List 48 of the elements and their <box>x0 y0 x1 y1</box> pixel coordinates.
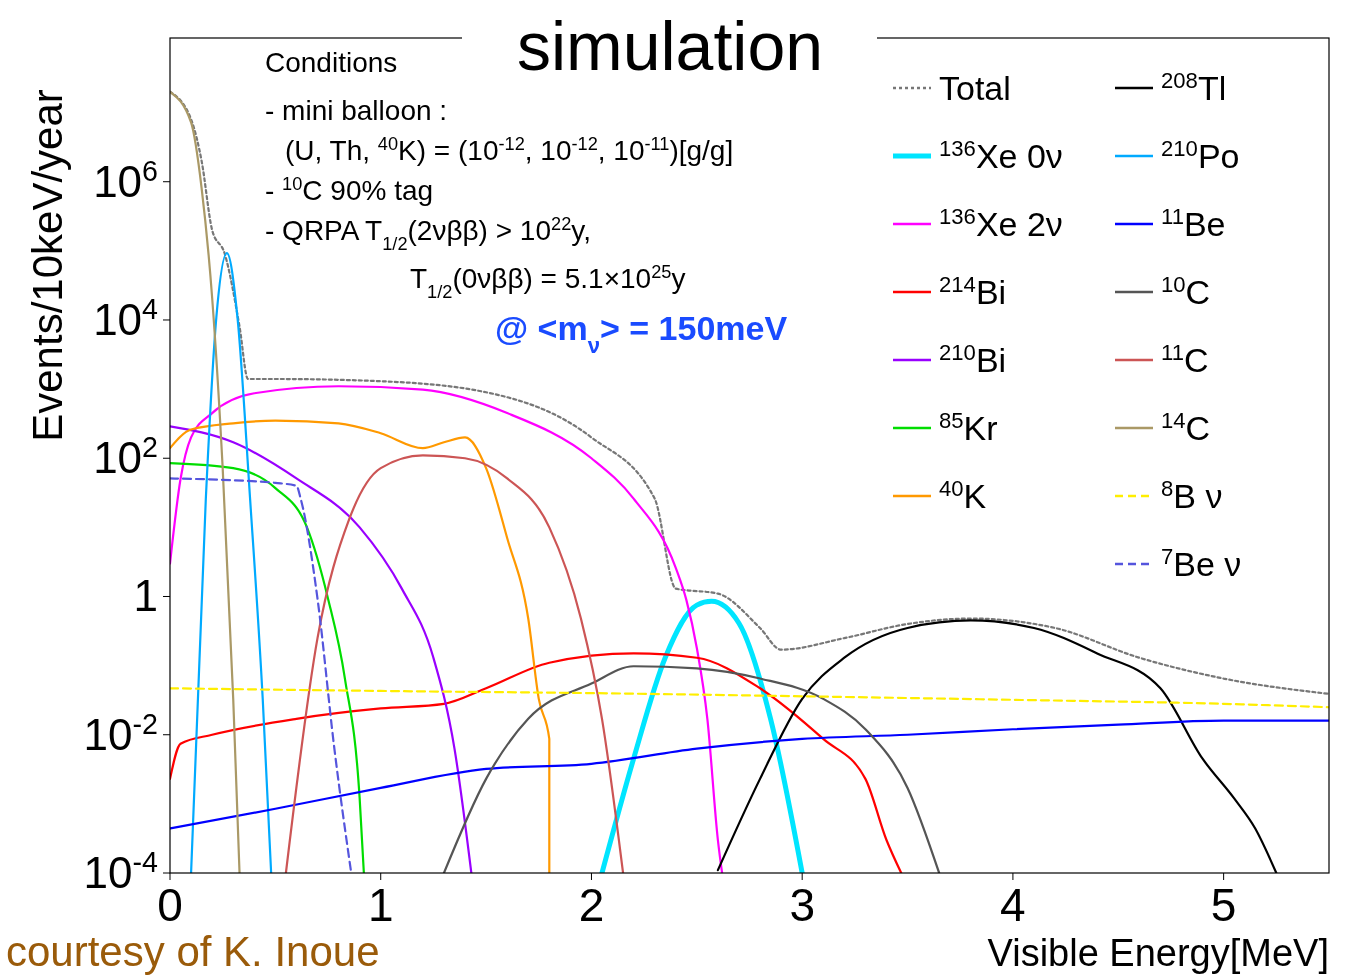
x-tick-label: 3 <box>789 879 815 931</box>
line-series <box>170 419 551 873</box>
legend-label: $^{208}$Tl <box>1161 67 1227 107</box>
y-axis-title: Events/10keV/year <box>24 89 71 442</box>
x-tick-label: 0 <box>157 879 183 931</box>
legend-label: $^{40}$K <box>939 475 987 515</box>
annotation: T$_{1/2}$(0νββ) = 5.1×10$^{25}$y <box>410 262 686 302</box>
legend-label: $^{136}$Xe 2ν <box>939 203 1063 243</box>
y-tick-label: 10$^{6}$ <box>93 154 158 206</box>
annotation: @ <m$_{ν}$> = 150meV <box>495 309 788 358</box>
legend-label: $^{210}$Po <box>1161 135 1240 175</box>
legend-label: Total <box>939 69 1011 107</box>
y-tick-label: 1 <box>133 571 158 621</box>
annotation: - QRPA T$_{1/2}$(2νββ) > 10$^{22}$y, <box>265 214 591 254</box>
line-series <box>170 385 724 873</box>
x-tick-label: 2 <box>578 879 605 931</box>
line-series <box>170 425 473 873</box>
x-tick-label: 4 <box>1000 879 1026 931</box>
line-series <box>170 719 1329 830</box>
line-series <box>170 652 903 873</box>
line-series <box>189 251 273 873</box>
annotation: - $^{10}$C 90% tag <box>265 174 434 206</box>
line-series <box>442 665 941 873</box>
legend-label: $^{8}$B ν <box>1161 475 1223 515</box>
chart-title: simulation <box>516 8 824 84</box>
line-series <box>170 90 241 873</box>
legend-label: $^{10}$C <box>1161 271 1211 311</box>
x-tick-label: 1 <box>367 879 394 931</box>
text: courtesy of K. Inoue <box>6 928 380 975</box>
legend-label: $^{7}$Be ν <box>1161 543 1242 583</box>
legend-label: $^{11}$Be <box>1161 203 1226 243</box>
legend-label: $^{210}$Bi <box>939 339 1007 379</box>
x-axis-title: Visible Energy[MeV] <box>987 932 1329 974</box>
legend-label: $^{11}$C <box>1161 339 1209 379</box>
y-tick-label: 10$^{-4}$ <box>83 846 159 897</box>
annotation: - mini balloon : <box>265 95 448 126</box>
legend-label: $^{214}$Bi <box>939 271 1007 311</box>
legend-label: $^{136}$Xe 0ν <box>939 135 1063 175</box>
line-series <box>170 687 1329 709</box>
legend-label: $^{85}$Kr <box>939 407 998 447</box>
text: (U, Th, $^{40}$K) = (10$^{-12}$, 10$^{-12}$, 10$^{-11}$)[g/g] <box>285 134 734 166</box>
annotation: Conditions <box>265 47 398 78</box>
y-tick-label: 10$^{-2}$ <box>83 707 158 759</box>
x-tick-label: 5 <box>1210 879 1237 931</box>
y-tick-label: 10$^{4}$ <box>93 292 159 344</box>
legend-label: $^{14}$C <box>1161 407 1211 447</box>
line-series <box>284 454 625 873</box>
y-tick-label: 10$^{2}$ <box>93 431 158 483</box>
